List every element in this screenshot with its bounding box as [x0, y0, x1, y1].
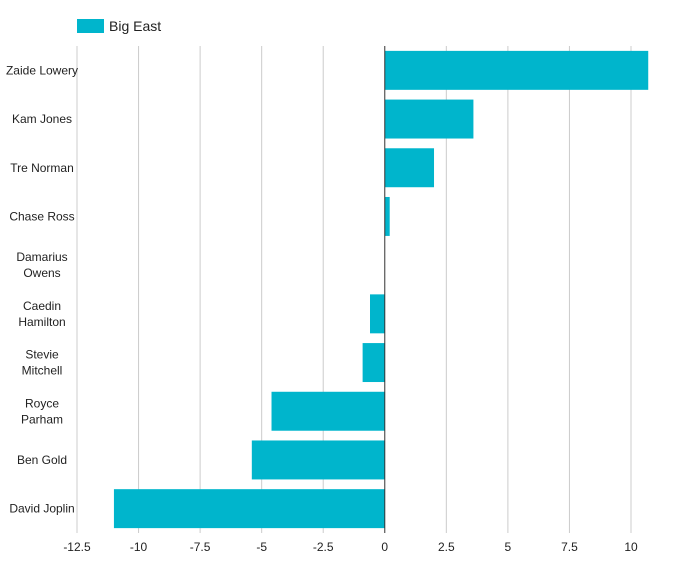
category-label: Kam Jones	[12, 112, 72, 126]
x-tick-label: 5	[505, 540, 512, 554]
category-label: Chase Ross	[9, 209, 74, 223]
category-label: Caedin	[23, 299, 61, 313]
x-tick-label: 10	[624, 540, 638, 554]
bar	[362, 343, 385, 383]
x-tick-label: 0	[381, 540, 388, 554]
bar	[384, 50, 649, 90]
bar	[384, 99, 474, 139]
category-label: Hamilton	[18, 315, 65, 329]
bar	[384, 148, 435, 188]
y-axis-categories: Zaide Lowery Kam Jones Tre Norman Chase Ros…	[6, 63, 78, 515]
x-tick-label: 7.5	[561, 540, 578, 554]
bar	[251, 440, 385, 480]
category-label: Ben Gold	[17, 453, 67, 467]
category-label: David Joplin	[9, 502, 74, 516]
bar	[384, 196, 390, 236]
category-label: Zaide Lowery	[6, 63, 78, 77]
x-tick-label: -10	[130, 540, 148, 554]
bars	[113, 50, 649, 529]
category-label: Mitchell	[22, 364, 63, 378]
category-label: Damarius	[16, 250, 67, 264]
category-label: Stevie	[25, 348, 59, 362]
x-tick-label: -12.5	[63, 540, 91, 554]
category-label: Tre Norman	[10, 161, 74, 175]
category-label: Owens	[23, 266, 60, 280]
bar	[370, 294, 385, 334]
bar	[113, 489, 385, 529]
legend: Big East	[77, 18, 161, 34]
category-label: Parham	[21, 412, 63, 426]
x-tick-label: -2.5	[313, 540, 334, 554]
category-label: Royce	[25, 396, 59, 410]
bar	[271, 391, 385, 431]
x-tick-label: -5	[256, 540, 267, 554]
legend-label-big-east: Big East	[109, 18, 161, 34]
legend-swatch-big-east	[77, 19, 104, 33]
x-tick-label: 2.5	[438, 540, 455, 554]
x-axis-ticks: -12.5 -10 -7.5 -5 -2.5 0 2.5 5 7.5 10	[63, 540, 638, 554]
x-tick-label: -7.5	[190, 540, 211, 554]
